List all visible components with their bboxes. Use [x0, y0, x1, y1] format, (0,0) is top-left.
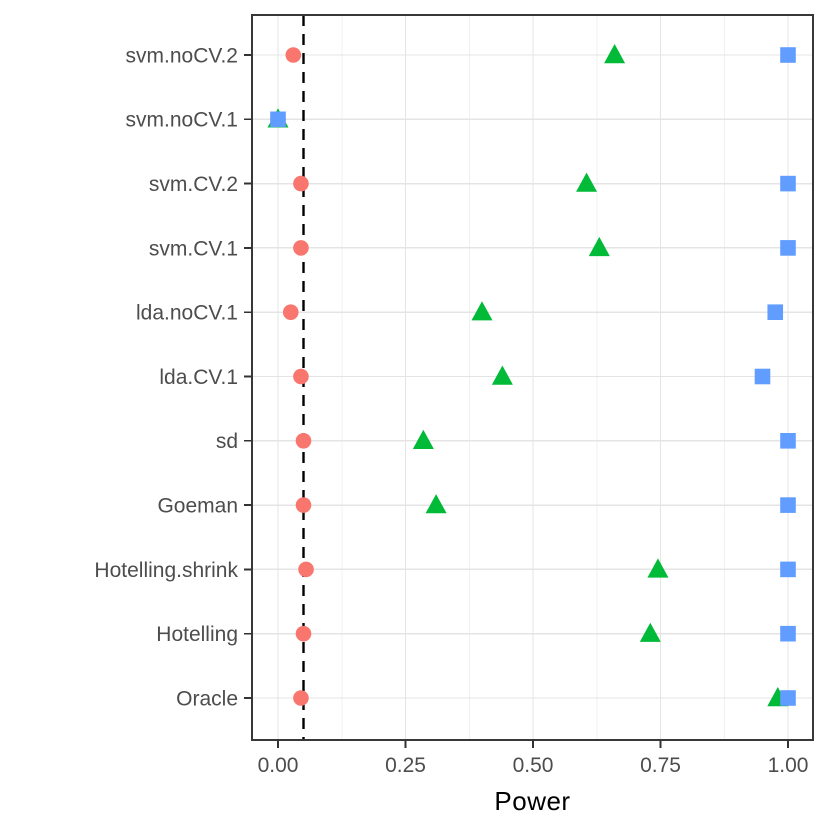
x-axis-title: Power	[494, 786, 571, 816]
marker-square	[780, 625, 796, 642]
y-axis-label: Oracle	[176, 687, 238, 710]
y-axis-label: svm.noCV.1	[126, 109, 238, 132]
marker-circle	[282, 304, 299, 321]
marker-circle	[295, 625, 312, 642]
marker-square	[780, 561, 796, 578]
marker-circle	[293, 690, 309, 706]
marker-square	[780, 497, 796, 513]
marker-square	[754, 368, 771, 385]
x-tick-label: 0.25	[385, 754, 426, 777]
marker-triangle	[604, 44, 626, 64]
marker-circle	[295, 433, 312, 449]
marker-triangle	[471, 301, 493, 321]
marker-triangle	[491, 365, 513, 385]
marker-circle	[285, 47, 302, 63]
marker-square	[780, 175, 796, 192]
x-tick-label: 0.00	[258, 754, 299, 777]
marker-triangle	[412, 429, 434, 449]
marker-square	[780, 433, 796, 449]
x-tick-label: 0.50	[513, 754, 554, 777]
y-axis-label: lda.noCV.1	[136, 302, 238, 325]
marker-circle	[293, 368, 309, 385]
y-axis-label: Hotelling	[156, 623, 238, 646]
marker-triangle	[588, 236, 610, 257]
y-axis-label: svm.CV.1	[149, 237, 238, 260]
x-tick-label: 0.75	[640, 754, 681, 777]
y-axis-label: lda.CV.1	[159, 366, 238, 389]
y-axis-label: svm.noCV.2	[126, 44, 238, 67]
x-tick-label: 1.00	[768, 754, 809, 777]
marker-circle	[298, 561, 314, 578]
marker-square	[767, 304, 784, 320]
marker-square	[780, 690, 796, 706]
marker-square	[780, 240, 796, 256]
marker-circle	[293, 240, 309, 256]
marker-triangle	[639, 622, 661, 642]
marker-triangle	[425, 494, 447, 514]
marker-triangle	[576, 172, 598, 192]
marker-square	[780, 47, 796, 63]
marker-triangle	[647, 558, 669, 578]
marker-circle	[295, 497, 312, 513]
y-axis-label: Hotelling.shrink	[94, 559, 238, 582]
marker-circle	[293, 175, 309, 192]
y-axis-label: Goeman	[157, 494, 238, 517]
y-axis-label: sd	[216, 430, 238, 453]
marker-square	[270, 111, 286, 128]
y-axis-label: svm.CV.2	[149, 173, 238, 196]
